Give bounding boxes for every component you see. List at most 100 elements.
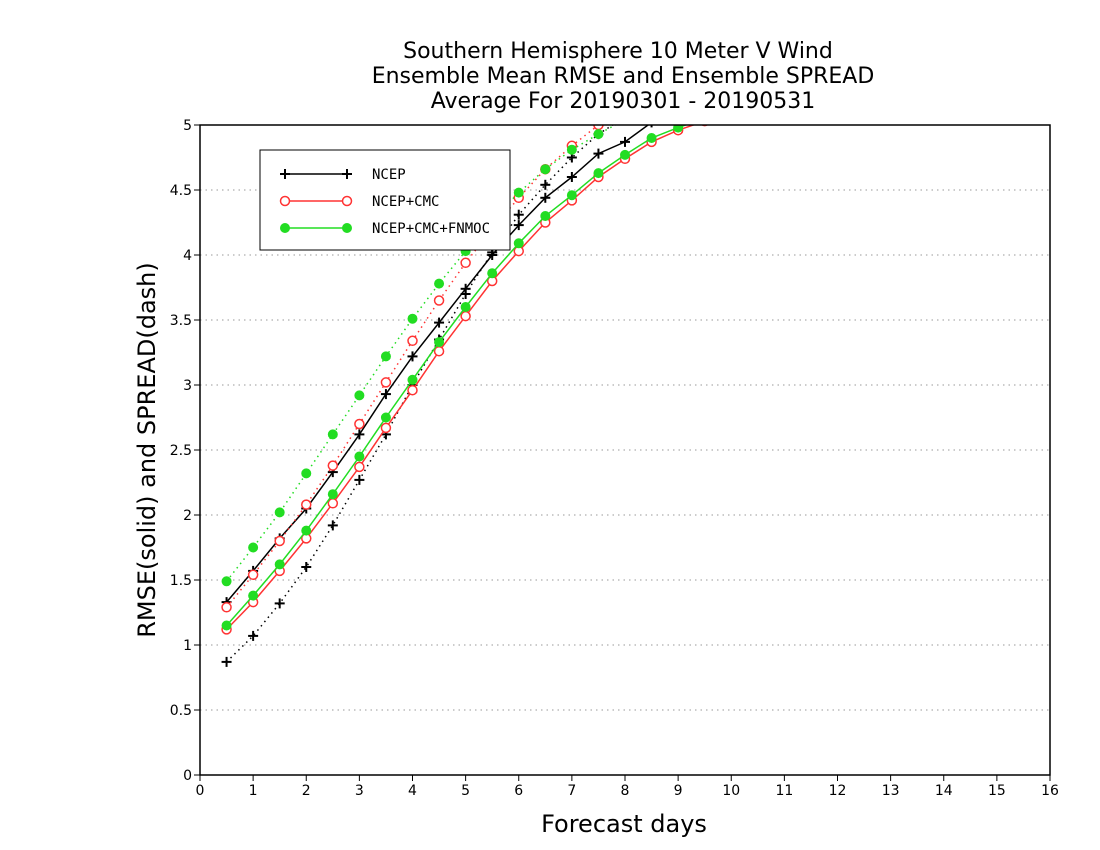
series-ncep-cmc-fnmoc-rmse-line	[226, 125, 689, 626]
series-ncep-spread-point	[540, 179, 551, 190]
x-tick-label: 3	[355, 783, 364, 799]
series-ncep-cmc-fnmoc-rmse-point	[407, 374, 418, 385]
series-ncep-cmc-spread-point	[407, 335, 418, 347]
series-ncep-cmc-fnmoc-rmse-point	[434, 337, 445, 348]
x-tick-label: 14	[935, 783, 953, 799]
series-ncep-cmc-fnmoc-rmse-point	[274, 559, 285, 570]
series-ncep-cmc-fnmoc-spread-point	[434, 278, 445, 289]
legend-marker	[341, 195, 353, 207]
legend-marker	[280, 223, 290, 233]
series-ncep-cmc-fnmoc-rmse-point	[301, 525, 312, 536]
x-tick-label: 6	[514, 783, 523, 799]
x-axis-title: Forecast days	[541, 810, 707, 838]
x-tick-label: 7	[567, 783, 576, 799]
y-tick-label: 3	[183, 378, 192, 394]
y-tick-label: 4	[183, 248, 192, 264]
series-ncep-cmc-fnmoc-spread-point	[407, 313, 418, 324]
series-ncep-cmc-fnmoc-rmse-point	[354, 451, 365, 462]
series-ncep-cmc-spread-point	[354, 418, 365, 430]
legend-label: NCEP+CMC	[372, 194, 439, 210]
legend-label: NCEP	[372, 167, 406, 183]
x-tick-label: 1	[249, 783, 258, 799]
legend-marker	[280, 169, 290, 179]
y-tick-label: 1.5	[170, 573, 192, 589]
x-tick-label: 13	[882, 783, 900, 799]
series-ncep-spread-point	[301, 562, 312, 572]
series-ncep-cmc-fnmoc-rmse-point	[593, 168, 604, 179]
series-ncep-cmc-fnmoc-spread-point	[354, 390, 365, 401]
series-ncep-cmc-rmse-point	[407, 384, 418, 396]
series-ncep-cmc-fnmoc-spread-point	[566, 144, 577, 155]
series-ncep-rmse-point	[620, 136, 630, 147]
legend-box	[259, 149, 511, 251]
legend-item-ncep: NCEP	[280, 167, 406, 183]
legend-marker	[342, 169, 352, 179]
series-ncep-rmse-point	[487, 250, 498, 260]
series-ncep-cmc-fnmoc-rmse-point	[327, 489, 338, 500]
series-ncep-cmc-spread-point	[433, 295, 445, 306]
x-tick-label: 11	[775, 783, 793, 799]
y-axis-title: RMSE(solid) and SPREAD(dash)	[133, 262, 161, 638]
chart-title: Southern Hemisphere 10 Meter V Wind Ense…	[372, 39, 875, 114]
y-tick-label: 2.5	[170, 443, 192, 459]
series-ncep-cmc-rmse-point	[433, 345, 445, 357]
series-ncep-cmc-rmse-point	[380, 422, 392, 434]
series-ncep-spread-point	[513, 209, 524, 220]
series-layer	[221, 115, 709, 667]
series-ncep-cmc-fnmoc-spread-point	[274, 507, 285, 518]
series-ncep-cmc-fnmoc-spread-point	[540, 164, 551, 175]
series-ncep-cmc-spread-point	[460, 257, 471, 269]
series-ncep-cmc-fnmoc-spread-point	[621, 115, 630, 124]
series-ncep-cmc-fnmoc-rmse-point	[248, 590, 259, 601]
legend-item-ncep-cmc: NCEP+CMC	[279, 194, 439, 210]
x-tick-label: 16	[1041, 783, 1059, 799]
series-ncep-cmc-fnmoc-rmse-point	[221, 620, 232, 631]
x-tick-label: 9	[674, 783, 683, 799]
series-ncep-cmc-fnmoc-rmse-point	[646, 133, 657, 143]
y-tick-label: 5	[183, 118, 192, 134]
series-ncep-spread-line	[226, 125, 615, 663]
series-ncep-cmc-fnmoc-rmse-point	[380, 412, 391, 423]
x-tick-label: 10	[722, 783, 740, 799]
series-ncep-cmc-fnmoc-spread-point	[380, 351, 391, 362]
y-tick-label: 4.5	[170, 183, 192, 199]
y-tick-label: 0	[183, 768, 192, 784]
series-ncep-rmse-point	[540, 192, 551, 203]
series-ncep-rmse-point	[407, 351, 418, 362]
title-line-1: Southern Hemisphere 10 Meter V Wind	[403, 39, 833, 64]
series-ncep-cmc-fnmoc-rmse-point	[487, 268, 498, 279]
series-ncep-cmc-fnmoc-spread-point	[593, 129, 604, 140]
series-ncep-cmc-rmse-point	[460, 310, 471, 322]
series-ncep-cmc-spread-point	[380, 377, 392, 388]
legend-marker	[279, 195, 291, 207]
series-ncep-rmse-point	[380, 389, 391, 400]
x-tick-label: 15	[988, 783, 1006, 799]
legend-marker	[342, 223, 352, 233]
series-ncep-spread-point	[274, 598, 285, 609]
y-tick-label: 3.5	[170, 313, 192, 329]
series-ncep-rmse-point	[354, 429, 365, 440]
series-ncep-rmse-point	[513, 220, 524, 231]
series-ncep-cmc-rmse-point	[327, 498, 339, 509]
series-ncep-cmc-spread-point	[274, 535, 285, 547]
x-tick-label: 8	[621, 783, 630, 799]
series-ncep-rmse-point	[593, 148, 604, 159]
title-line-2: Ensemble Mean RMSE and Ensemble SPREAD	[372, 64, 875, 89]
title-line-3: Average For 20190301 - 20190531	[431, 89, 816, 114]
x-tick-label: 4	[408, 783, 417, 799]
series-ncep-rmse-point	[566, 172, 577, 182]
series-ncep-cmc-fnmoc-rmse-point	[620, 149, 630, 160]
series-ncep-rmse-point	[460, 283, 471, 294]
series-ncep-cmc-fnmoc-spread-point	[513, 187, 524, 198]
series-ncep-cmc-fnmoc-rmse-point	[540, 211, 551, 221]
series-ncep-cmc-fnmoc-rmse-point	[513, 238, 524, 249]
series-ncep-cmc-spread-point	[221, 602, 232, 613]
series-ncep-cmc-fnmoc-rmse-point	[566, 190, 577, 201]
series-ncep-spread-point	[221, 656, 232, 667]
legend-label: NCEP+CMC+FNMOC	[372, 221, 490, 237]
axis-ticks: 00.511.522.533.544.550 1 2 3 4 5 6 7 8 9 10 11 12 13 1…	[170, 118, 1059, 799]
y-tick-label: 0.5	[170, 703, 192, 719]
x-tick-label: 12	[829, 783, 847, 799]
series-ncep-cmc-spread-point	[327, 460, 339, 471]
